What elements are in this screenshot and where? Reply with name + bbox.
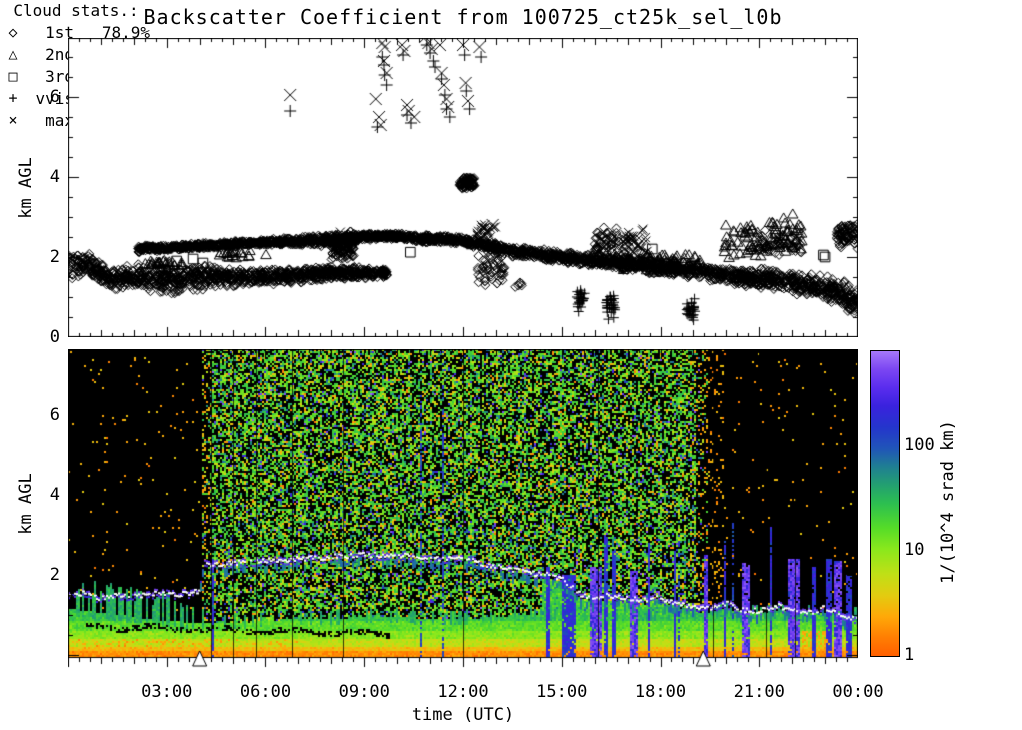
x-marker-icon: × — [8, 110, 18, 129]
x-tick-label: 03:00 — [141, 682, 193, 702]
legend-title: Cloud stats.: — [13, 1, 139, 20]
y-tick-label: 2 — [49, 247, 60, 267]
y-tick-label: 0 — [49, 327, 60, 347]
page-title: Backscatter Coefficient from 100725_ct25… — [143, 5, 783, 29]
backscatter-heatmap-panel — [68, 349, 858, 671]
cloud-base-scatter-panel — [68, 38, 858, 337]
colorbar-axis-label: 1/(10^4 srad km) — [938, 420, 958, 584]
x-axis-label: time (UTC) — [411, 705, 515, 725]
square-marker-icon: □ — [8, 66, 18, 85]
triangle-marker-icon: △ — [8, 44, 18, 63]
x-tick-label: 06:00 — [239, 682, 292, 702]
plus-marker-icon: + — [8, 88, 18, 107]
x-tick-label: 21:00 — [733, 682, 785, 702]
y-tick-label: 6 — [49, 405, 60, 425]
x-tick-label: 18:00 — [634, 682, 687, 702]
x-tick-label: 15:00 — [536, 682, 588, 702]
colorbar — [870, 350, 900, 657]
y-tick-label: 2 — [49, 565, 60, 585]
x-tick-label: 09:00 — [338, 682, 390, 702]
colorbar-tick-label: 1 — [904, 645, 915, 665]
diamond-marker-icon: ◇ — [8, 22, 18, 41]
x-tick-label: 00:00 — [832, 682, 884, 702]
colorbar-tick-label: 100 — [904, 434, 935, 455]
top-y-axis-label: km AGL — [16, 157, 36, 219]
x-tick-label: 12:00 — [437, 682, 489, 702]
bottom-y-axis-label: km AGL — [16, 473, 36, 535]
y-tick-label: 4 — [49, 485, 60, 505]
legend-item-1st: ◇ 1st 78.9% — [0, 21, 152, 43]
y-tick-label: 6 — [49, 87, 60, 107]
y-tick-label: 4 — [49, 167, 60, 187]
colorbar-tick-label: 10 — [904, 539, 925, 560]
